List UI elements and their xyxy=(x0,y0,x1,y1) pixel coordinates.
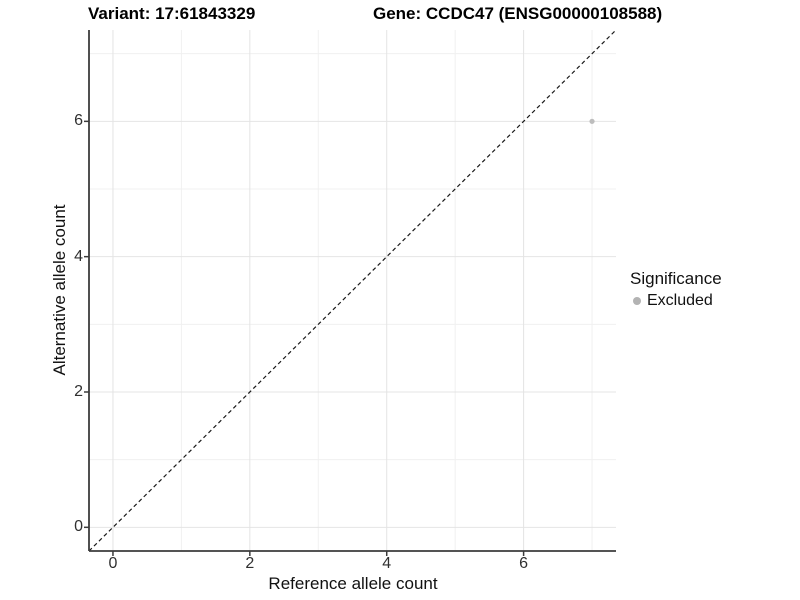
x-tick-label: 0 xyxy=(108,555,118,572)
y-tick-label: 6 xyxy=(74,112,83,130)
plot-title-gene: Gene: CCDC47 (ENSG00000108588) xyxy=(373,4,663,23)
x-tick-label: 6 xyxy=(519,555,529,572)
plot-title-variant: Variant: 17:61843329 xyxy=(88,4,256,23)
y-tick-label: 2 xyxy=(74,382,83,400)
legend-point-icon xyxy=(633,297,641,305)
legend-item-excluded: Excluded xyxy=(630,292,722,310)
legend-title: Significance xyxy=(630,269,722,288)
y-axis-title: Alternative allele count xyxy=(50,204,69,376)
x-tick-label: 4 xyxy=(382,555,392,572)
x-tick-label: 2 xyxy=(245,555,255,572)
y-tick-label: 4 xyxy=(74,247,83,265)
identity-reference-line xyxy=(88,29,617,552)
legend: Significance Excluded xyxy=(630,269,722,310)
x-axis-title: Reference allele count xyxy=(268,574,438,593)
y-tick-label: 0 xyxy=(74,518,83,536)
data-point xyxy=(589,118,595,124)
legend-item-label: Excluded xyxy=(647,292,713,309)
